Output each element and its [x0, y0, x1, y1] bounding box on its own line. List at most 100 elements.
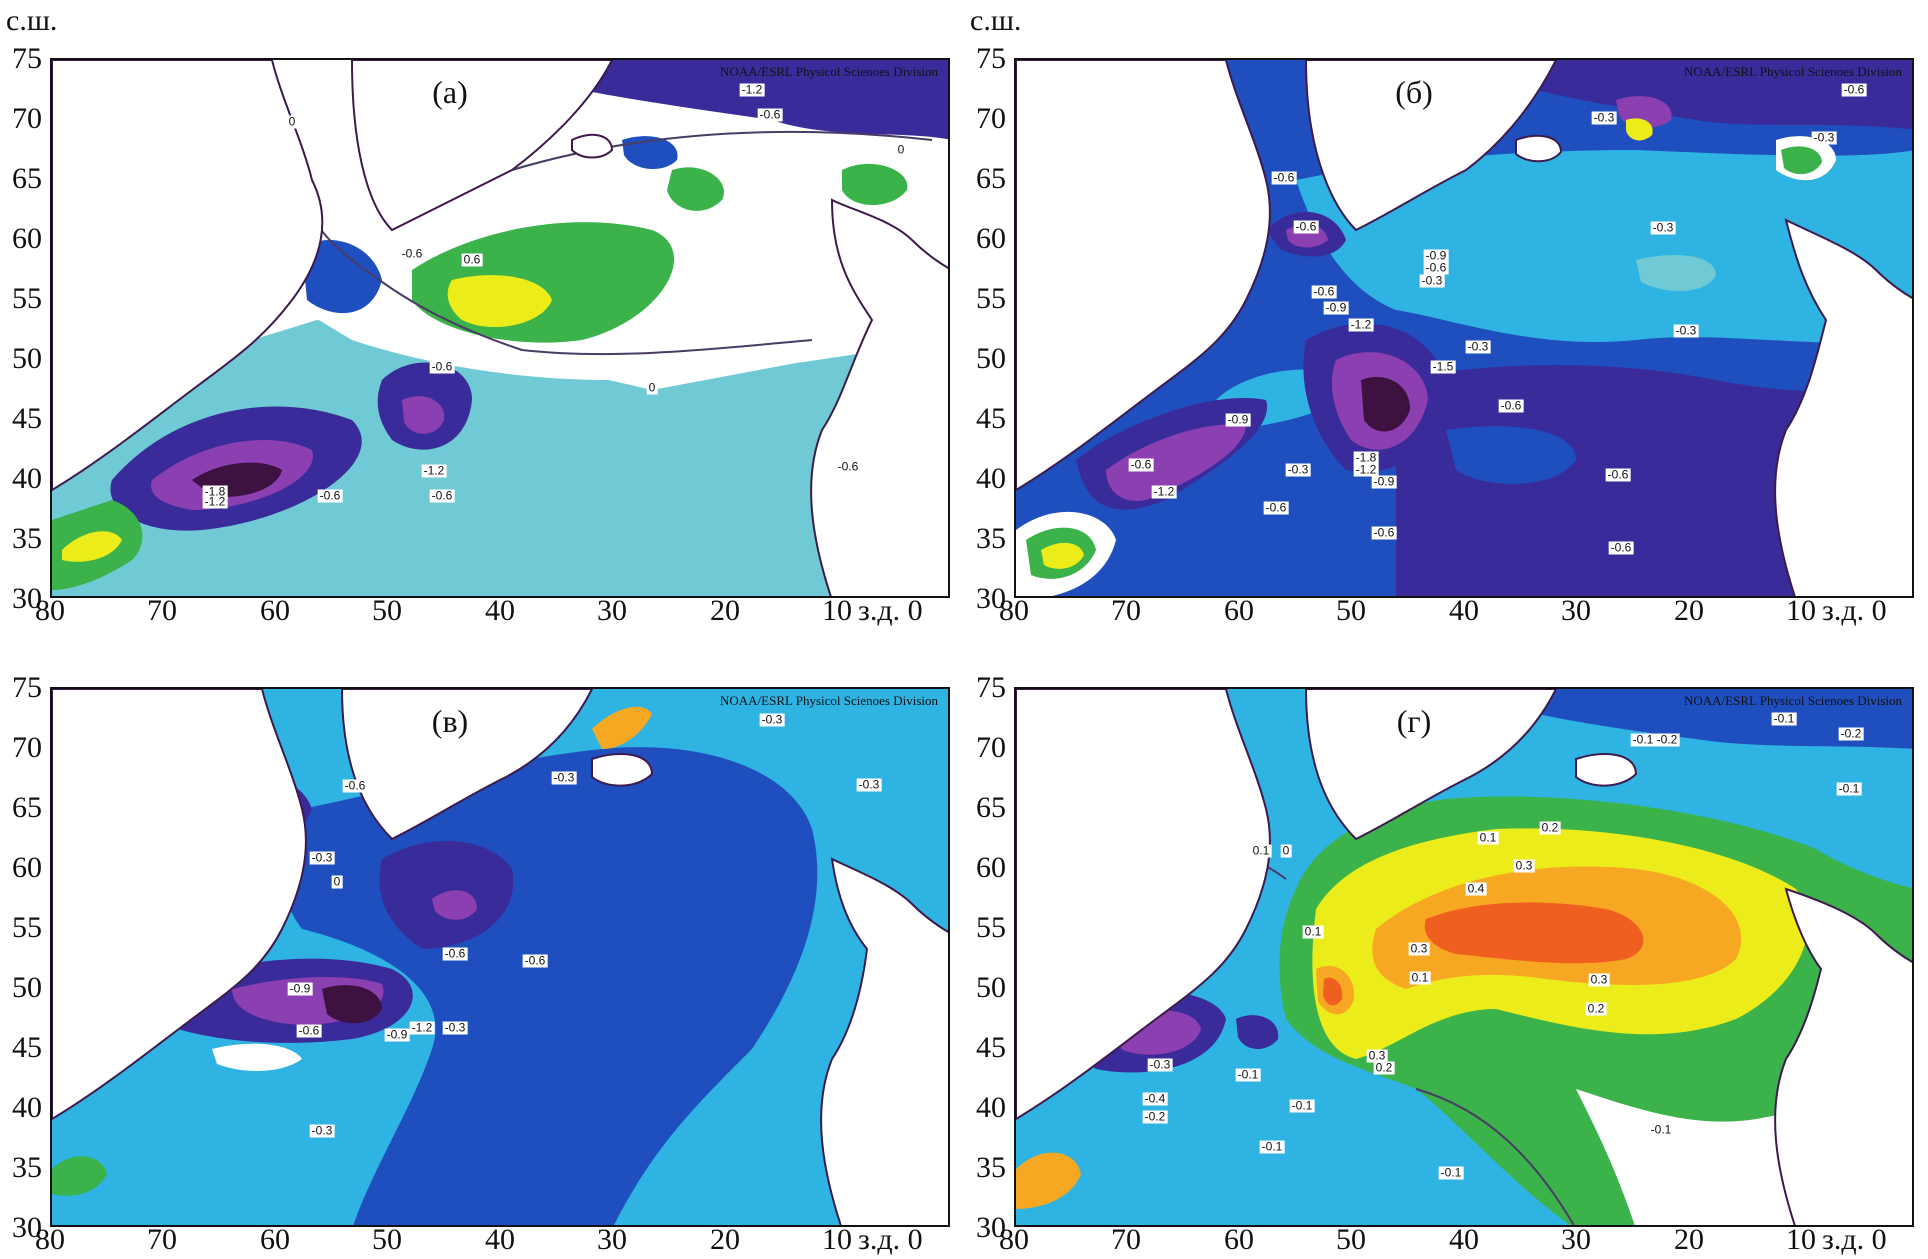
y-tick: 60 — [976, 851, 1006, 884]
x-tick: 60 — [1224, 594, 1254, 627]
contour-label: 0.3 — [1366, 1048, 1388, 1063]
x-tick: 40 — [1449, 594, 1479, 627]
contour-label: -1.2 — [409, 1020, 435, 1035]
y-tick: 75 — [976, 42, 1006, 75]
contour-label: 0.3 — [1588, 972, 1610, 987]
contour-label: -0.6 — [835, 459, 861, 474]
contour-label: -0.3 — [759, 712, 785, 727]
contour-label: 0.3 — [1408, 941, 1430, 956]
contour-label: -1.2 — [1151, 484, 1177, 499]
y-tick: 50 — [976, 971, 1006, 1004]
contour-label: -0.6 — [1608, 540, 1634, 555]
y-tick: 55 — [12, 282, 42, 315]
map-frame: NOAA/ESRL Physicol Scienoes Division (а)… — [50, 58, 950, 598]
contour-label: -0.1 — [1648, 1122, 1674, 1137]
contour-label: -0.3 — [1285, 462, 1311, 477]
panel-label: (а) — [432, 74, 468, 110]
x-tick: 50 — [1336, 1223, 1366, 1256]
y-tick: 55 — [976, 282, 1006, 315]
contour-label: -1.5 — [1430, 359, 1456, 374]
x-tick: 70 — [1111, 594, 1141, 627]
y-tick: 30 — [976, 582, 1006, 615]
contour-label: -0.3 — [1465, 339, 1491, 354]
y-tick: 75 — [12, 42, 42, 75]
contour-label: -0.6 — [1423, 260, 1449, 275]
x-tick: 10 — [1786, 1223, 1816, 1256]
map-field — [52, 689, 948, 1225]
data-credit: NOAA/ESRL Physicol Scienoes Division — [1684, 64, 1902, 79]
y-tick: 60 — [12, 222, 42, 255]
panel-b: с.ш. 75 70 65 60 55 50 45 40 35 30 80 70… — [964, 0, 1928, 629]
x-tick: 20 — [1674, 594, 1704, 627]
contour-label: -0.6 — [1263, 500, 1289, 515]
contour-label: -0.6 — [1605, 467, 1631, 482]
y-tick: 60 — [976, 222, 1006, 255]
contour-label: -0.9 — [1423, 248, 1449, 263]
x-tick: 20 — [710, 1223, 740, 1256]
contour-label: -0.6 — [1128, 457, 1154, 472]
map-frame: NOAA/ESRL Physicol Scienoes Division (г)… — [1014, 687, 1914, 1227]
y-tick: 40 — [12, 462, 42, 495]
contour-label: 0 — [895, 142, 907, 157]
y-tick: 35 — [976, 1151, 1006, 1184]
contour-label: -0.6 — [1371, 525, 1397, 540]
y-tick: 65 — [12, 162, 42, 195]
x-tick: 80 — [35, 1223, 65, 1256]
panel-d: 75 70 65 60 55 50 45 40 35 30 80 70 60 5… — [964, 629, 1928, 1258]
contour-label: -0.3 — [1419, 273, 1445, 288]
contour-label: 0.1 — [1477, 830, 1499, 845]
contour-label: -1.2 — [1353, 462, 1379, 477]
contour-label: -0.3 — [1147, 1057, 1173, 1072]
map-field — [1016, 60, 1912, 596]
contour-label: -1.8 — [1353, 450, 1379, 465]
data-credit: NOAA/ESRL Physicol Scienoes Division — [720, 693, 938, 708]
x-axis-unit: з.д. 0 — [858, 1223, 923, 1256]
x-tick: 40 — [1449, 1223, 1479, 1256]
y-tick: 45 — [976, 1031, 1006, 1064]
y-tick: 50 — [976, 342, 1006, 375]
map-frame: NOAA/ESRL Physicol Scienoes Division (б)… — [1014, 58, 1914, 598]
contour-label: 0.2 — [1585, 1001, 1607, 1016]
contour-label: 0.2 — [1373, 1060, 1395, 1075]
y-tick: 60 — [12, 851, 42, 884]
contour-label: 0 — [286, 114, 298, 129]
contour-label: -1.2 — [202, 494, 228, 509]
x-tick: 70 — [147, 1223, 177, 1256]
contour-label: -0.9 — [1371, 474, 1397, 489]
y-axis-unit: с.ш. — [6, 4, 58, 37]
y-tick: 30 — [12, 1211, 42, 1244]
x-tick: 70 — [1111, 1223, 1141, 1256]
contour-label: -0.2 — [1142, 1109, 1168, 1124]
data-credit: NOAA/ESRL Physicol Scienoes Division — [1684, 693, 1902, 708]
x-tick: 30 — [1561, 1223, 1591, 1256]
x-tick: 80 — [999, 594, 1029, 627]
contour-label: -1.2 — [739, 82, 765, 97]
contour-label: -0.1 — [1836, 781, 1862, 796]
y-tick: 40 — [976, 1091, 1006, 1124]
contour-label: -0.6 — [296, 1023, 322, 1038]
contour-label: -0.4 — [1142, 1091, 1168, 1106]
x-tick: 70 — [147, 594, 177, 627]
x-tick: 10 — [822, 1223, 852, 1256]
contour-label: 0.1 — [1302, 924, 1324, 939]
contour-label: 0.1 — [1409, 970, 1431, 985]
map-field — [52, 60, 948, 596]
contour-label: -0.6 — [442, 946, 468, 961]
contour-label: -0.3 — [1650, 220, 1676, 235]
y-tick: 75 — [12, 671, 42, 704]
y-tick: 55 — [12, 911, 42, 944]
y-tick: 70 — [12, 731, 42, 764]
contour-label: -0.6 — [342, 778, 368, 793]
contour-label: -0.1 — [1259, 1139, 1285, 1154]
y-tick: 65 — [12, 791, 42, 824]
x-tick: 20 — [710, 594, 740, 627]
x-tick: 50 — [372, 1223, 402, 1256]
contour-label: 0.3 — [1513, 858, 1535, 873]
contour-label: -0.6 — [317, 488, 343, 503]
x-tick: 40 — [485, 594, 515, 627]
contour-label: -0.6 — [429, 359, 455, 374]
contour-label: -0.3 — [1591, 110, 1617, 125]
contour-label: -0.6 — [429, 488, 455, 503]
contour-label: -0.3 — [309, 1123, 335, 1138]
x-tick: 60 — [260, 594, 290, 627]
